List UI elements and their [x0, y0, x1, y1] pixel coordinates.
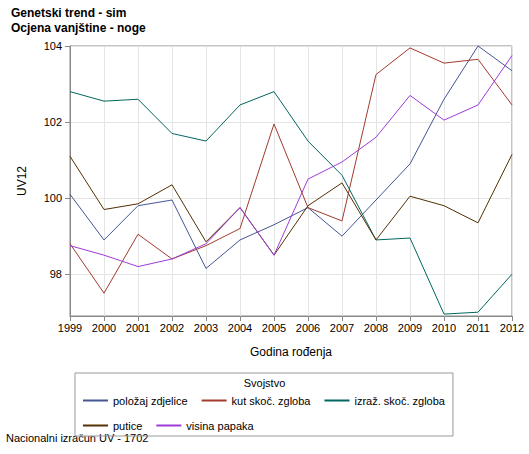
svg-text:putice: putice — [113, 420, 142, 432]
svg-text:visina papaka: visina papaka — [186, 420, 254, 432]
svg-text:2012: 2012 — [500, 322, 524, 334]
svg-text:2007: 2007 — [330, 322, 354, 334]
svg-text:2003: 2003 — [194, 322, 218, 334]
svg-text:2009: 2009 — [398, 322, 422, 334]
svg-text:2006: 2006 — [296, 322, 320, 334]
svg-text:Ocjena vanjštine - noge: Ocjena vanjštine - noge — [11, 21, 146, 35]
svg-text:100: 100 — [44, 192, 62, 204]
svg-text:Nacionalni izračun UV - 1702: Nacionalni izračun UV - 1702 — [6, 431, 149, 444]
svg-text:2008: 2008 — [364, 322, 388, 334]
svg-text:102: 102 — [44, 116, 62, 128]
svg-text:2001: 2001 — [126, 322, 150, 334]
svg-text:104: 104 — [44, 40, 62, 52]
svg-text:1999: 1999 — [58, 322, 82, 334]
svg-text:2000: 2000 — [92, 322, 116, 334]
svg-text:2005: 2005 — [262, 322, 286, 334]
svg-text:kut skoč. zgloba: kut skoč. zgloba — [232, 395, 312, 407]
svg-text:98: 98 — [50, 268, 62, 280]
svg-text:2011: 2011 — [466, 322, 490, 334]
svg-text:položaj zdjelice: položaj zdjelice — [113, 395, 188, 407]
svg-text:2002: 2002 — [160, 322, 184, 334]
svg-text:Godina rođenja: Godina rođenja — [250, 345, 332, 359]
svg-text:izraž. skoč. zgloba: izraž. skoč. zgloba — [354, 395, 445, 407]
svg-text:2004: 2004 — [228, 322, 252, 334]
svg-text:2010: 2010 — [432, 322, 456, 334]
svg-text:Genetski trend - sim: Genetski trend - sim — [11, 6, 126, 20]
svg-text:UV12: UV12 — [15, 166, 29, 196]
